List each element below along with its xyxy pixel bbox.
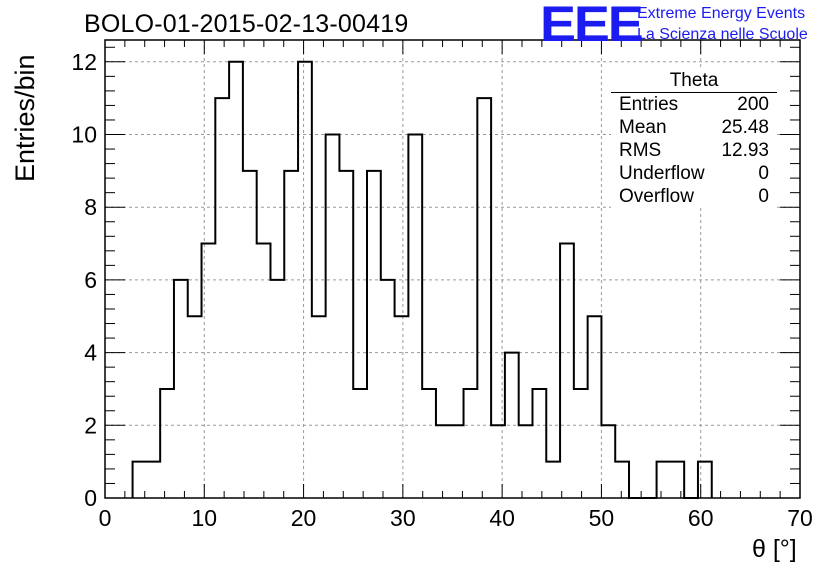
stats-label: Entries: [619, 94, 679, 115]
tick-labels: 0 10 20 30 40 50 60 70 0 2 4 6 8 10 12: [71, 49, 812, 531]
x-tick-label: 40: [489, 505, 515, 531]
x-tick-label: 0: [99, 505, 112, 531]
stats-label: RMS: [619, 140, 662, 161]
x-tick-label: 70: [787, 505, 813, 531]
axis-ticks: [104, 40, 801, 499]
stats-row-overflow: Overflow 0: [611, 185, 777, 208]
y-axis-label: Entries/bin: [10, 54, 40, 182]
plot-frame: [104, 39, 801, 499]
stats-row-entries: Entries 200: [611, 93, 777, 116]
y-tick-label: 4: [84, 340, 97, 366]
organization-name: Extreme Energy Events La Scienza nelle S…: [637, 3, 808, 45]
stats-label: Overflow: [619, 186, 694, 207]
stats-value: 200: [737, 94, 769, 115]
stats-row-rms: RMS 12.93: [611, 139, 777, 162]
stats-label: Underflow: [619, 163, 705, 184]
y-tick-label: 6: [84, 267, 97, 293]
stats-value: 25.48: [721, 117, 769, 138]
org-line-2: La Scienza nelle Scuole: [637, 26, 808, 43]
eee-logo: EEE: [540, 0, 644, 52]
stats-label: Mean: [619, 117, 667, 138]
y-tick-label: 8: [84, 194, 97, 220]
stats-value: 12.93: [721, 140, 769, 161]
y-tick-label: 10: [71, 122, 97, 148]
y-tick-label: 2: [84, 412, 97, 438]
histogram-step-line: [131, 60, 713, 499]
stats-value: 0: [758, 163, 769, 184]
org-line-1: Extreme Energy Events: [637, 5, 806, 22]
x-axis-label: θ [°]: [752, 535, 797, 563]
stats-row-underflow: Underflow 0: [611, 162, 777, 185]
grid-lines: [105, 40, 800, 498]
y-tick-label: 12: [71, 49, 97, 75]
y-tick-label: 0: [84, 485, 97, 511]
x-tick-label: 50: [589, 505, 615, 531]
x-tick-label: 20: [291, 505, 317, 531]
stats-value: 0: [758, 186, 769, 207]
stats-box: Theta Entries 200 Mean 25.48 RMS 12.93 U…: [611, 70, 777, 208]
x-tick-label: 10: [191, 505, 217, 531]
run-title: BOLO-01-2015-02-13-00419: [84, 10, 409, 38]
x-tick-label: 30: [390, 505, 416, 531]
stats-title: Theta: [611, 70, 777, 93]
x-tick-label: 60: [688, 505, 714, 531]
stats-row-mean: Mean 25.48: [611, 116, 777, 139]
